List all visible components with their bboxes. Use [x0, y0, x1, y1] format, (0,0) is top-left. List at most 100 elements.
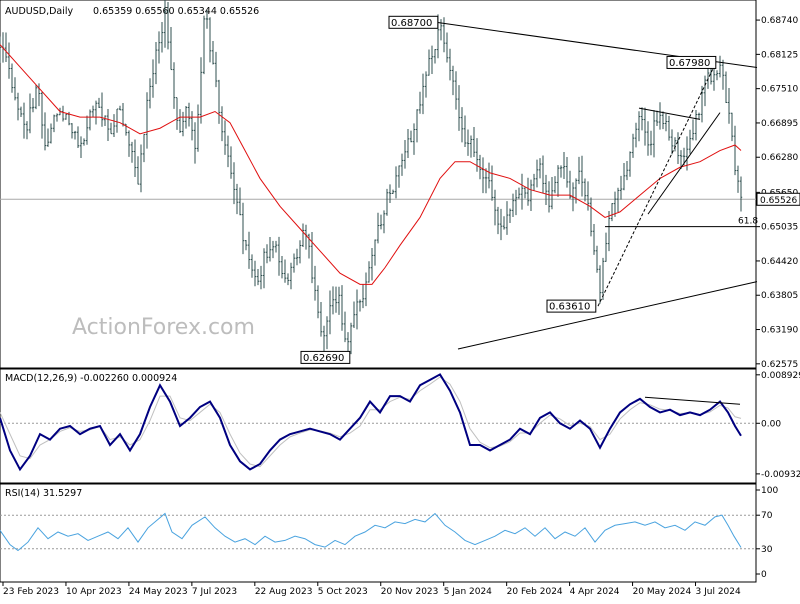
price-bar: [361, 284, 365, 309]
price-annotation-box: [546, 299, 597, 313]
trendline: [457, 281, 758, 350]
price-bar: [472, 127, 476, 157]
x-tick-label: 5 Oct 2023: [318, 587, 368, 597]
rsi-y-axis: 100 70 30 0: [756, 486, 778, 580]
price-bar: [391, 189, 395, 194]
price-bar: [91, 105, 95, 118]
price-bar: [193, 122, 197, 164]
price-bar: [463, 115, 467, 147]
price-y-tick-label: 0.63190: [761, 326, 798, 336]
price-bar: [79, 136, 83, 158]
price-bar: [205, 9, 209, 29]
price-bar: [373, 239, 377, 266]
price-annotation-label: 0.62690: [303, 353, 344, 364]
price-bar: [553, 176, 557, 194]
price-bar: [229, 146, 233, 179]
price-annotation-box: [388, 15, 439, 29]
price-bar: [547, 181, 551, 213]
x-tick-label: 24 May 2023: [129, 587, 188, 597]
price-bar: [697, 112, 701, 119]
price-y-axis: 0.687400.681250.675100.668950.662800.656…: [756, 16, 800, 370]
macd-panel: MACD(12,26,9) -0.002260 0.000924 0.00892…: [0, 368, 800, 484]
price-bar: [28, 93, 32, 134]
rsi-panel-frame: [0, 483, 757, 583]
price-bar: [676, 132, 680, 165]
price-bar: [589, 197, 593, 237]
price-bar: [268, 237, 272, 262]
x-tick-label: 20 May 2024: [633, 587, 692, 597]
price-bar: [427, 49, 431, 76]
price-bar: [466, 129, 470, 156]
price-bar: [40, 91, 44, 139]
ohlc-readout: 0.65359 0.65560 0.65344 0.65526: [93, 6, 259, 17]
price-bar: [106, 108, 110, 141]
price-bar: [331, 286, 335, 315]
price-bar: [736, 165, 740, 193]
price-bar: [520, 173, 524, 210]
price-bar: [247, 231, 251, 269]
x-tick-label: 22 Aug 2023: [255, 587, 313, 597]
price-bar: [730, 112, 734, 142]
price-bar: [112, 114, 116, 137]
price-bar: [541, 155, 545, 194]
price-bar: [508, 208, 512, 223]
price-bar: [100, 92, 104, 127]
price-bar: [718, 55, 722, 78]
price-bar: [190, 111, 194, 141]
price-bar: [625, 160, 629, 181]
watermark: ActionForex.com: [72, 315, 255, 340]
price-bar: [451, 65, 455, 96]
price-bar: [13, 77, 17, 101]
price-bar: [601, 257, 605, 300]
price-bar: [622, 162, 626, 191]
price-bar: [64, 113, 68, 120]
price-bar: [322, 325, 326, 351]
price-bar: [652, 110, 656, 158]
price-bar: [340, 285, 344, 331]
price-bar: [301, 223, 305, 248]
price-bar: [682, 147, 686, 166]
price-y-tick-label: 0.66280: [761, 153, 798, 163]
price-bar: [499, 208, 503, 241]
price-y-tick-label: 0.63805: [761, 291, 798, 301]
price-bar: [52, 114, 56, 133]
price-bar: [10, 63, 14, 93]
price-bar: [0, 36, 2, 63]
price-bar: [559, 165, 563, 178]
price-bar: [382, 210, 386, 234]
price-bar: [727, 87, 731, 124]
price-bar: [250, 254, 254, 278]
price-bar: [169, 26, 173, 71]
price-bar: [82, 138, 86, 146]
price-bar: [310, 231, 314, 284]
price-bar: [277, 236, 281, 276]
price-bar: [481, 157, 485, 194]
price-bar: [289, 262, 293, 290]
price-bar: [61, 105, 65, 122]
price-bar: [283, 259, 287, 283]
price-bar: [412, 123, 416, 155]
price-bar: [469, 135, 473, 158]
trendline: [597, 62, 717, 307]
price-annotations: 0.68700 0.62690 0.63610 0.67980: [300, 15, 717, 364]
price-annotation: 0.62690: [300, 350, 351, 364]
price-bar: [256, 268, 260, 286]
price-bar: [253, 260, 257, 287]
price-bar: [490, 165, 494, 201]
price-bar: [370, 248, 374, 281]
price-bar: [142, 133, 146, 163]
price-bar: [238, 187, 242, 216]
rsi-y-tick-label: 100: [761, 486, 778, 496]
price-bar: [172, 62, 176, 109]
price-bar: [337, 286, 341, 315]
x-tick-label: 3 Jul 2024: [696, 587, 741, 597]
price-bar: [604, 232, 608, 262]
rsi-y-tick-label: 30: [761, 545, 773, 555]
price-bar: [598, 265, 602, 304]
price-bar: [4, 32, 8, 63]
price-bar: [529, 179, 533, 211]
price-bar: [178, 109, 182, 133]
price-bar: [139, 144, 143, 193]
price-bar: [664, 113, 668, 132]
price-bar: [286, 273, 290, 286]
